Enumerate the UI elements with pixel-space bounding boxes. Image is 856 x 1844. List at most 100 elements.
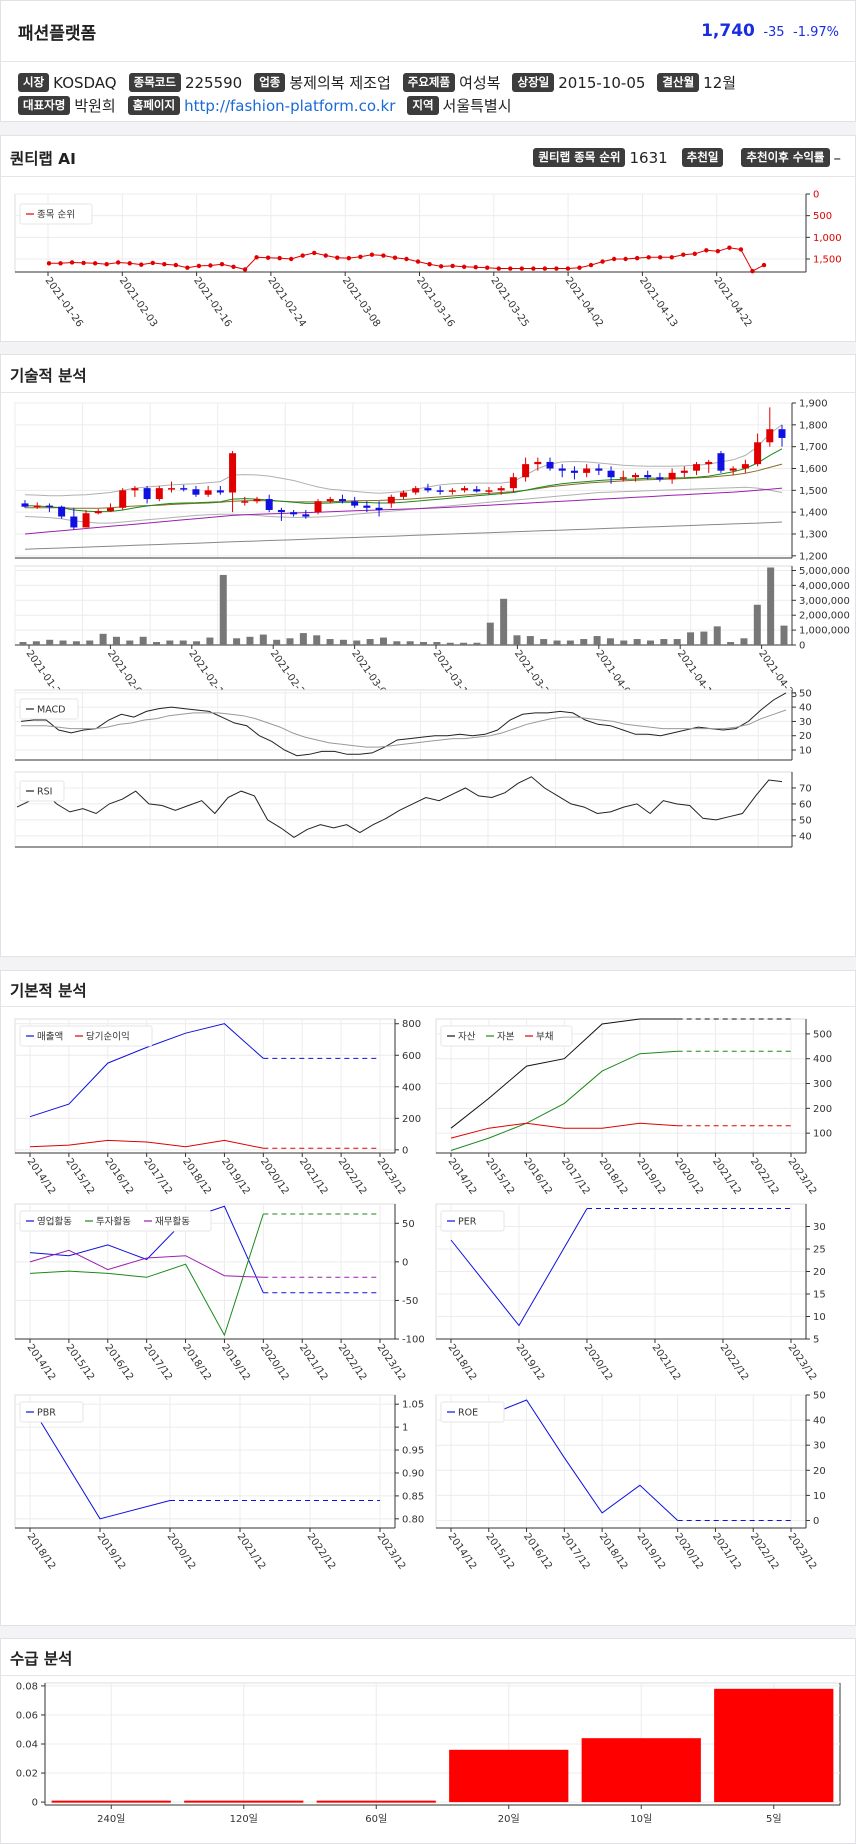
volume-bar <box>486 622 494 645</box>
rank-point <box>588 262 594 268</box>
y-tick-label: 3,000,000 <box>799 596 850 607</box>
rank-point <box>346 255 352 261</box>
x-tick-label: 2023/12 <box>375 1342 408 1382</box>
y-tick-label: 5,000,000 <box>799 566 850 577</box>
candle-body <box>375 507 383 510</box>
volume-bar <box>46 639 54 645</box>
y-tick-label: 0 <box>402 1145 408 1156</box>
x-tick-label: 2021-04-02 <box>563 275 605 329</box>
y-tick-label: 50 <box>402 1219 415 1230</box>
x-tick-label: 2022/12 <box>748 1156 781 1196</box>
x-tick-label: 2014/12 <box>25 1342 58 1382</box>
rank-point <box>692 251 698 256</box>
candle-body <box>644 475 652 478</box>
rank-point <box>600 259 605 264</box>
rank-point <box>288 256 294 262</box>
candle-body <box>607 470 615 478</box>
y-tick-label: 0 <box>402 1257 408 1268</box>
y-tick-label: 500 <box>813 211 832 222</box>
candle-body <box>741 464 749 469</box>
y-tick-label: 5 <box>813 1335 819 1346</box>
y-tick-label: 70 <box>799 783 812 794</box>
sma_purple-line <box>24 487 783 535</box>
candle-body <box>45 505 53 508</box>
fiscal-month-value: 12월 <box>703 74 737 92</box>
listing-date-badge: 상장일 <box>512 73 555 92</box>
volume-bar <box>473 642 481 645</box>
rank-point <box>162 262 167 267</box>
ceo-value: 박원희 <box>74 97 116 115</box>
volume-bar <box>606 638 614 645</box>
volume-bar <box>19 642 27 645</box>
info-row-2: 대표자명 박원희 홈페이지 http://fashion-platform.co… <box>18 95 524 116</box>
candle-body <box>705 461 713 465</box>
series-당기순이익-line <box>29 1139 264 1149</box>
y-tick-label: 10 <box>799 746 812 757</box>
product-badge: 주요제품 <box>402 73 456 92</box>
x-tick-label: 2021-01-26 <box>43 275 85 329</box>
market-badge: 시장 <box>18 73 50 92</box>
rec-return-value: – <box>833 148 842 167</box>
x-tick-label: 2018/12 <box>597 1531 630 1571</box>
candle-body <box>326 499 334 502</box>
rank-point <box>473 265 478 270</box>
x-tick-label: 10일 <box>630 1813 652 1825</box>
series-영업활동-line <box>29 1205 264 1293</box>
rank-point <box>392 255 398 260</box>
x-tick-label: 2021-04-22 <box>711 275 753 329</box>
legend-label: 당기순이익 <box>86 1031 130 1043</box>
candle-body <box>143 488 151 500</box>
x-tick-label: 2021-03-25 <box>488 275 530 329</box>
series-PER-line <box>450 1208 588 1327</box>
y-tick-label: 0.95 <box>402 1446 424 1457</box>
volume-bar <box>179 640 187 645</box>
x-tick-label: 240일 <box>97 1813 125 1825</box>
candle-body <box>754 442 762 465</box>
rank-point <box>577 265 582 270</box>
candle-body <box>522 464 530 478</box>
fundamental-divider <box>1 1006 855 1007</box>
x-tick-label: 2022/12 <box>748 1531 781 1571</box>
x-tick-label: 2016/12 <box>102 1342 135 1382</box>
rank-point <box>69 260 75 265</box>
plot-area <box>14 689 793 761</box>
rank-point <box>254 255 259 260</box>
x-tick-label: 2021-02-03 <box>117 275 159 329</box>
x-tick-label: 2020/12 <box>258 1342 291 1382</box>
candle-body <box>534 461 542 465</box>
legend-label: 재무활동 <box>155 1216 190 1228</box>
x-tick-label: 2021-02-24 <box>265 275 307 329</box>
y-tick-label: 50 <box>813 1391 826 1402</box>
ai-summary: 퀀티랩 종목 순위 1631 추천일 추천이후 수익률 – <box>523 148 841 167</box>
volume-bar <box>59 640 67 645</box>
y-tick-label: 25 <box>813 1245 826 1256</box>
legend-label: 매출액 <box>37 1031 63 1043</box>
candle-body <box>253 499 261 502</box>
homepage-link[interactable]: http://fashion-platform.co.kr <box>184 96 396 115</box>
candle-body <box>192 489 200 495</box>
legend-box <box>19 1401 84 1423</box>
y-tick-label: 800 <box>402 1019 421 1030</box>
candle-body <box>180 488 188 490</box>
candle-body <box>448 490 456 492</box>
x-tick-label: 2021/12 <box>710 1156 743 1196</box>
candle-body <box>351 501 359 506</box>
fiscal-month-badge: 결산월 <box>657 73 700 92</box>
x-tick-label: 2018/12 <box>25 1531 58 1571</box>
candle-body <box>558 468 566 471</box>
x-tick-label: 2021-04-13 <box>637 275 679 329</box>
x-tick-label: 2014/12 <box>25 1156 58 1196</box>
candle-body <box>387 496 395 504</box>
candle-body <box>473 489 481 492</box>
y-tick-label: 20 <box>813 1267 826 1278</box>
candle-body <box>241 501 249 503</box>
rank-point <box>404 256 409 262</box>
technical-divider <box>1 392 855 393</box>
supply-section-title: 수급 분석 <box>10 1650 73 1668</box>
y-tick-label: -50 <box>402 1296 418 1307</box>
rank-point <box>369 252 375 257</box>
y-tick-label: 10 <box>813 1491 826 1502</box>
candle-body <box>131 488 139 491</box>
candle-body <box>58 506 66 517</box>
